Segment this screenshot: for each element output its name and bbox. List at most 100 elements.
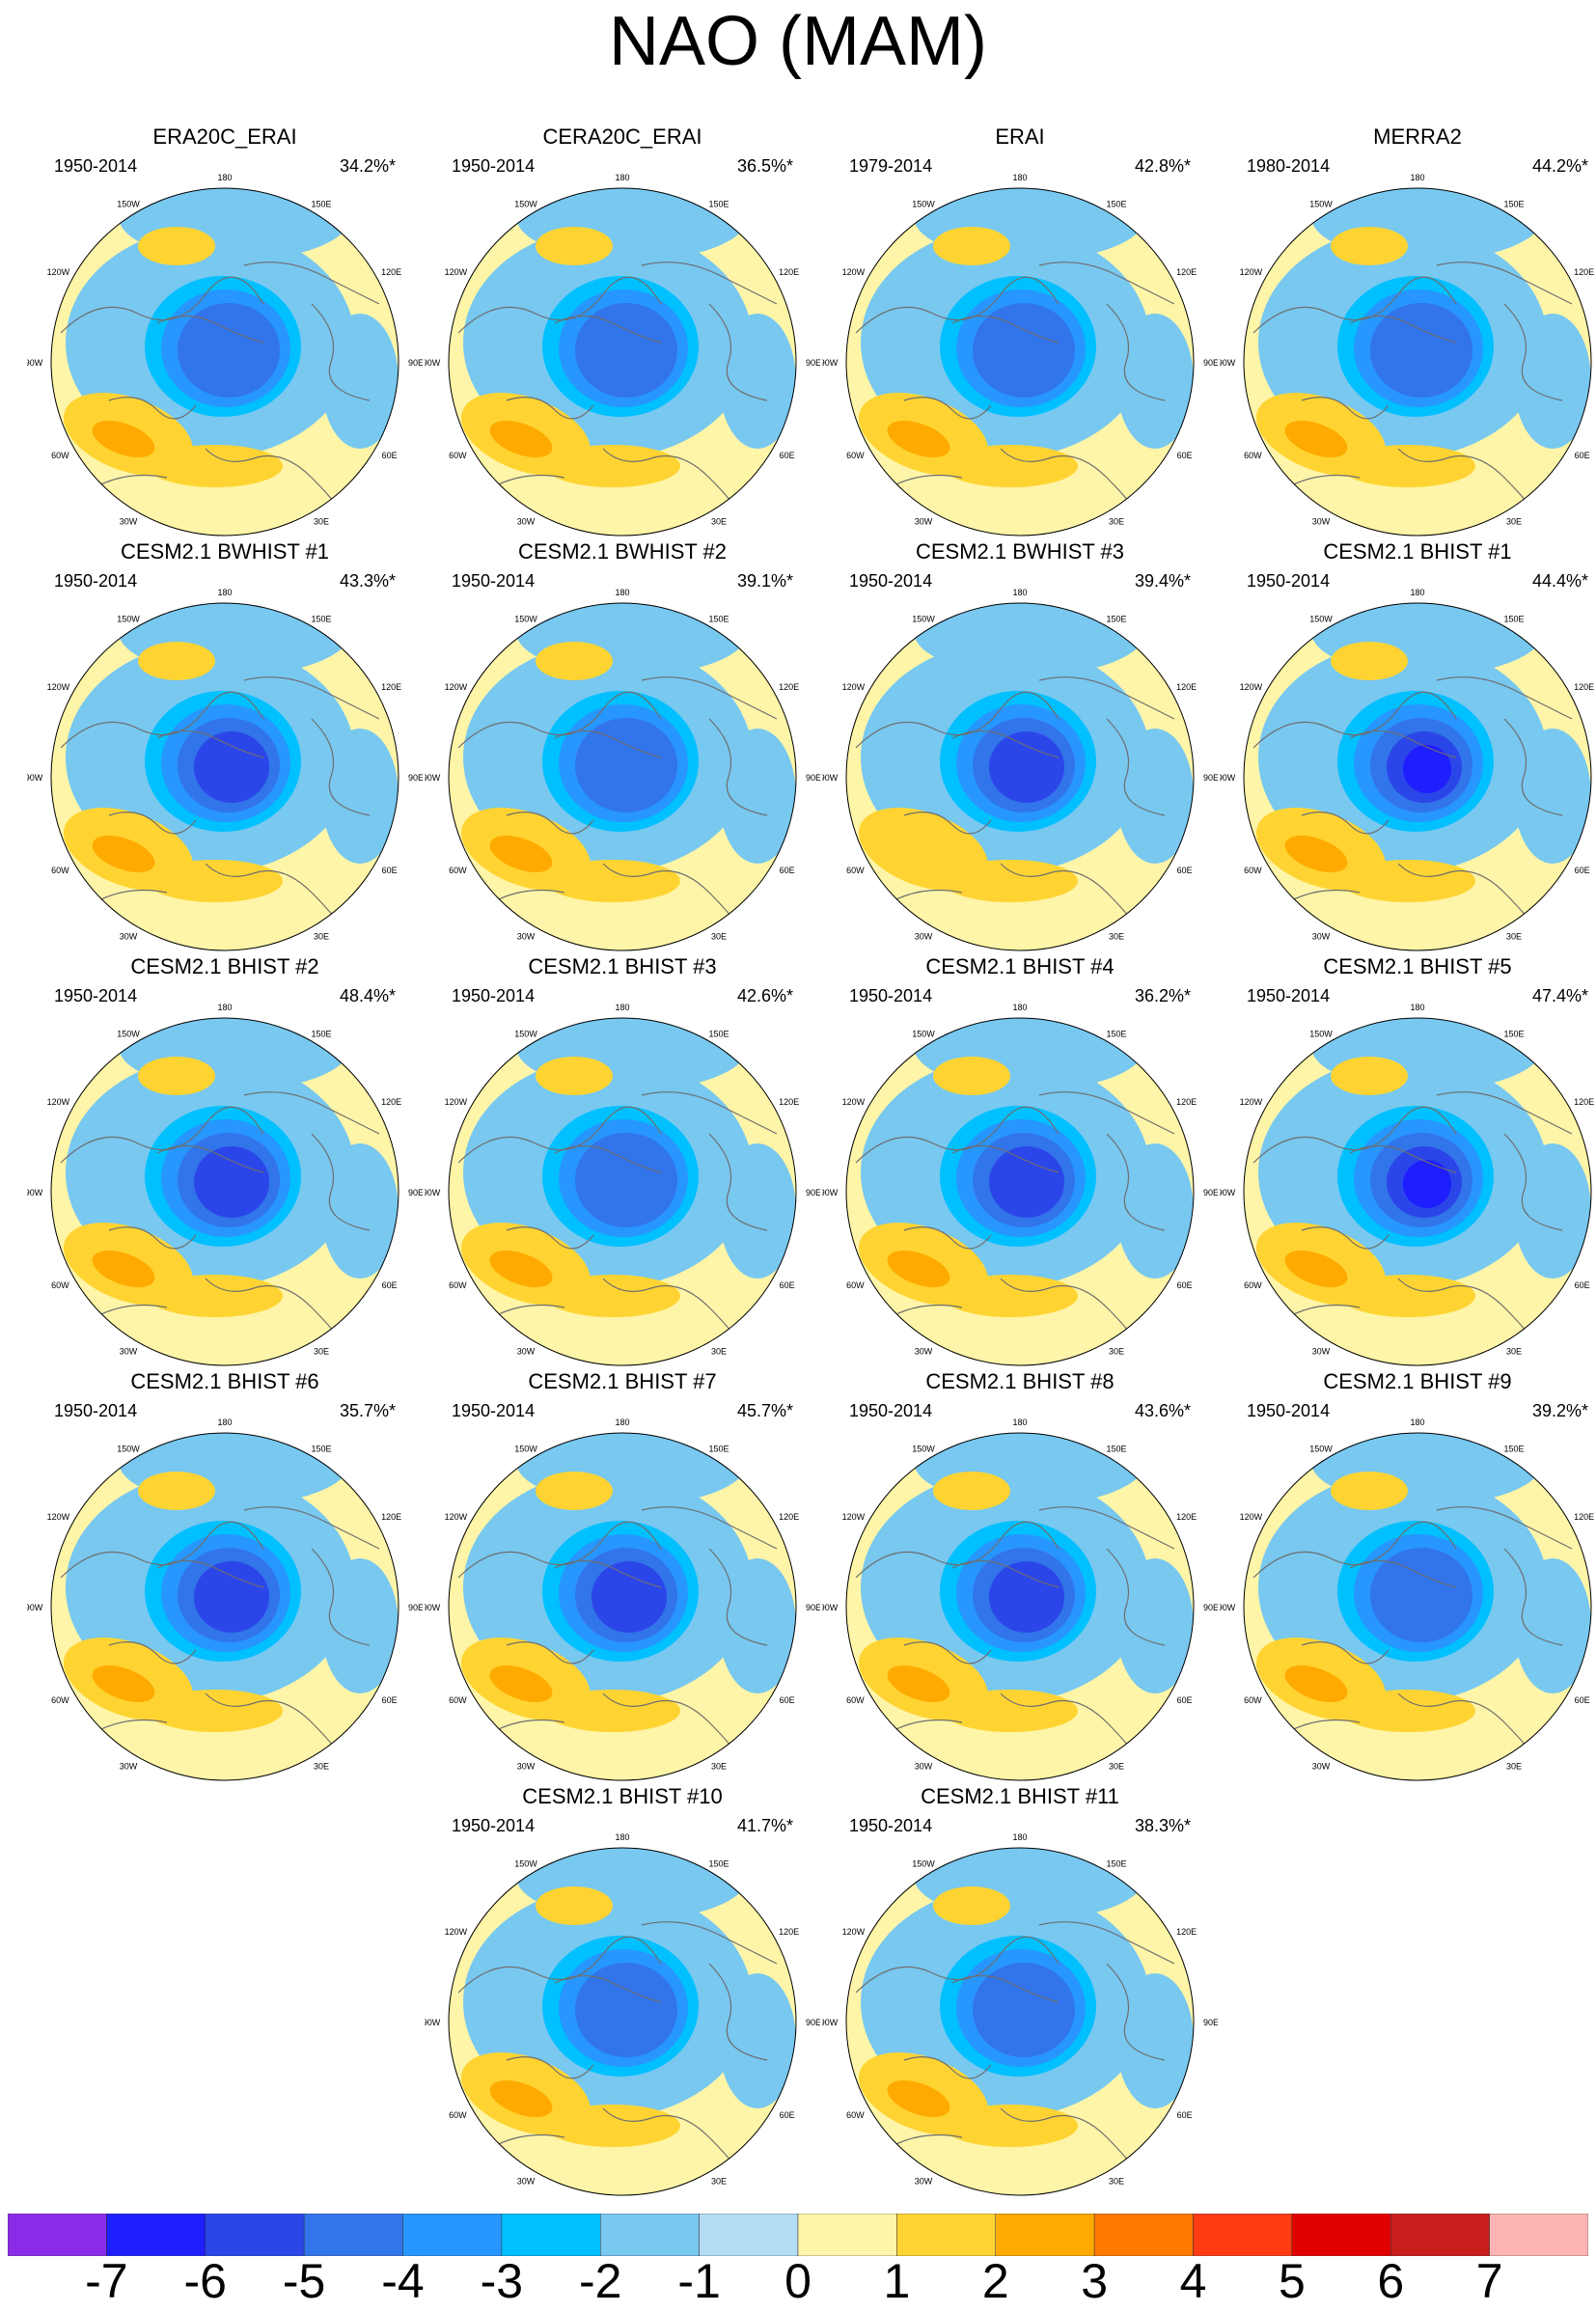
coastline [108, 1226, 197, 1250]
positive-contour-1-europe [148, 1275, 283, 1317]
colorbar-tick-label: 6 [1377, 2254, 1405, 2308]
longitude-label: 150W [1309, 1444, 1333, 1453]
map-panel: CESM2.1 BHIST #91950-201439.2%*180090W90… [1220, 1370, 1596, 1785]
longitude-label: 60W [846, 1695, 865, 1705]
longitude-label: 30E [1109, 1347, 1124, 1357]
colorbar-tick-label: 5 [1278, 2254, 1306, 2308]
longitude-label: 150E [311, 1444, 331, 1453]
negative-contour-5 [592, 1561, 667, 1633]
colorbar-box [303, 2214, 403, 2256]
positive-contour-1-europe [1340, 860, 1475, 902]
longitude-label: 30W [120, 1347, 138, 1357]
longitude-label: 180 [1012, 1004, 1027, 1012]
longitude-label: 120E [381, 1512, 401, 1522]
coastline [903, 397, 992, 420]
coastline [108, 1641, 197, 1665]
coastline [1038, 1091, 1175, 1135]
coastline [60, 691, 264, 749]
negative-band-0-east [719, 729, 796, 864]
negative-contour-4 [973, 1963, 1075, 2057]
longitude-label: 30W [915, 932, 933, 942]
positive-contour-1-pacific [536, 642, 613, 680]
positive-contour-1-europe [148, 445, 283, 487]
positive-contour-1-europe [545, 2105, 680, 2147]
map-boundary [845, 1847, 1195, 2196]
coastline [1436, 1091, 1573, 1135]
map-panel: CESM2.1 BWHIST #11950-201443.3%*180090W9… [27, 540, 423, 955]
panel-period: 1950-2014 [849, 1816, 933, 1835]
coastline [951, 1974, 1059, 2003]
longitude-label: 150E [708, 614, 729, 623]
longitude-label: 60W [449, 1695, 467, 1705]
longitude-label: 60E [1177, 866, 1193, 875]
longitude-label: 60E [1177, 2110, 1193, 2120]
panel-variance-explained: 39.4%* [1134, 571, 1191, 591]
coastline [708, 718, 768, 816]
coastline [243, 676, 380, 720]
longitude-label: 60E [780, 2110, 795, 2120]
longitude-label: 150W [514, 614, 537, 623]
coastline [1503, 1133, 1563, 1231]
coastline [506, 1226, 594, 1250]
colorbar-box [205, 2214, 305, 2256]
map-panel: CESM2.1 BHIST #51950-201447.4%*180090W90… [1220, 955, 1596, 1370]
longitude-label: 30E [314, 517, 329, 527]
longitude-label: 120W [47, 1097, 70, 1107]
longitude-label: 90E [1203, 2018, 1218, 2027]
coastline [903, 1226, 992, 1250]
longitude-label: 180 [1410, 174, 1424, 182]
panel-title: CESM2.1 BHIST #2 [130, 954, 319, 978]
longitude-label: 90E [806, 358, 820, 368]
longitude-label: 120E [779, 682, 799, 692]
positive-contour-1-europe [148, 860, 283, 902]
coastline [1252, 1521, 1457, 1579]
panel-variance-explained: 48.4%* [339, 986, 396, 1005]
longitude-label: 60E [1177, 451, 1193, 460]
longitude-label: 150E [708, 199, 729, 208]
longitude-label: 30W [120, 517, 138, 527]
longitude-label: 120E [1176, 1097, 1197, 1107]
coastline [554, 1559, 662, 1588]
longitude-label: 150W [514, 1444, 537, 1453]
coastline [708, 1548, 768, 1646]
coastline [903, 2056, 992, 2079]
negative-contour-6 [1403, 745, 1451, 793]
coastline [108, 812, 197, 835]
positive-contour-1-europe [545, 860, 680, 902]
map-boundary [845, 1432, 1195, 1781]
longitude-label: 90W [1220, 1603, 1236, 1612]
longitude-label: 150W [912, 1444, 935, 1453]
positive-contour-1-pacific [933, 1472, 1010, 1510]
coastline [903, 812, 992, 835]
panel-variance-explained: 36.2%* [1134, 986, 1191, 1005]
longitude-label: 60E [382, 1280, 398, 1290]
polar-map: 180090W90E150W150E120W120E60W60E30W30E [425, 1833, 820, 2196]
polar-map: 180090W90E150W150E120W120E60W60E30W30E [822, 1418, 1218, 1781]
longitude-label: 150E [1106, 1029, 1126, 1038]
panel-period: 1950-2014 [452, 1401, 536, 1420]
map-boundary [448, 187, 797, 537]
panel-title: ERAI [995, 124, 1045, 149]
longitude-label: 60W [846, 866, 865, 875]
panel-period: 1950-2014 [1247, 571, 1331, 591]
colorbar-tick-label: -5 [282, 2254, 326, 2308]
longitude-label: 30E [711, 1762, 727, 1772]
positive-contour-2 [887, 1250, 950, 1288]
longitude-label: 120W [47, 267, 70, 277]
polar-map: 180090W90E150W150E120W120E60W60E30W30E [1220, 174, 1594, 537]
positive-contour-1-pacific [138, 642, 215, 680]
coastline [506, 397, 594, 420]
map-boundary [1243, 1432, 1592, 1781]
panel-period: 1980-2014 [1247, 156, 1331, 176]
panel-period: 1950-2014 [452, 1816, 536, 1835]
longitude-label: 150E [311, 614, 331, 623]
longitude-label: 30W [915, 1762, 933, 1772]
longitude-label: 90E [806, 1188, 820, 1197]
colorbar-box [797, 2214, 897, 2256]
negative-band-0-east [1514, 314, 1591, 449]
longitude-label: 150W [912, 614, 935, 623]
coastline [1106, 718, 1166, 816]
positive-contour-1-europe [943, 860, 1078, 902]
longitude-label: 90W [27, 773, 43, 783]
polar-map: 180090W90E150W150E120W120E60W60E30W30E [1220, 589, 1594, 951]
